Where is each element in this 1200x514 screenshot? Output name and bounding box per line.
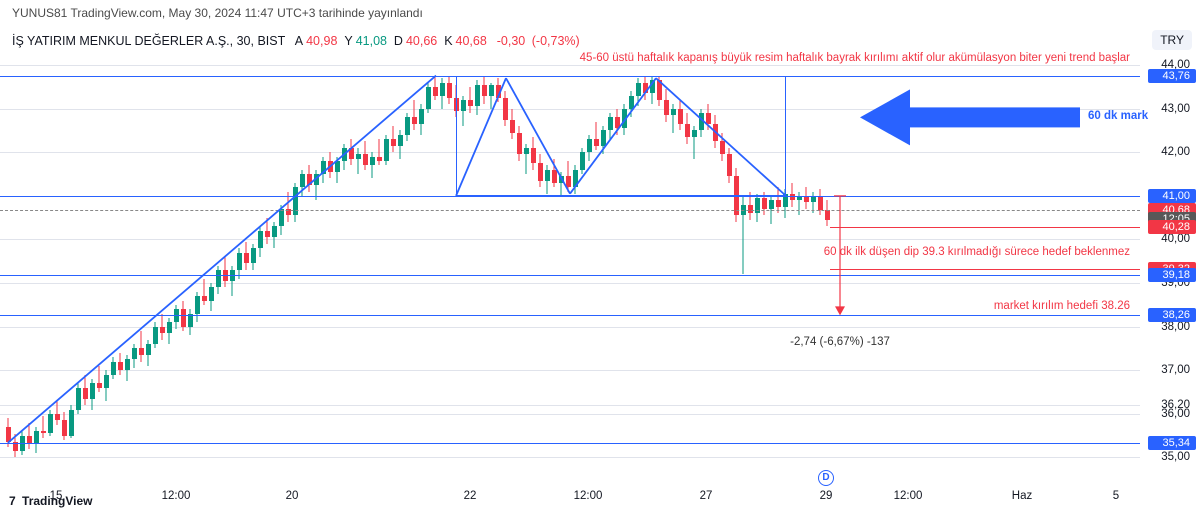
price-label: 43,76	[1148, 69, 1196, 83]
big-arrow-icon	[860, 89, 1080, 145]
change-pct: (-0,73%)	[532, 34, 580, 48]
horizontal-line[interactable]	[830, 269, 1140, 270]
price-label: 40,28	[1148, 220, 1196, 234]
x-tick: 27	[700, 490, 713, 502]
rect-pattern[interactable]	[456, 76, 786, 196]
y-tick: 43,00	[1161, 103, 1190, 115]
chart-annotation[interactable]: market kırılım hedefi 38.26	[994, 300, 1130, 312]
timestamp: May 30, 2024 11:47 UTC+3 tarihinde yayın…	[169, 6, 423, 20]
y-tick: 38,00	[1161, 321, 1190, 333]
horizontal-line[interactable]	[0, 315, 1140, 316]
publisher: YUNUS81	[12, 6, 67, 20]
x-tick: 12:00	[894, 490, 923, 502]
ohlc-k-label: K	[444, 34, 452, 48]
source: TradingView.com	[70, 6, 161, 20]
x-tick: 20	[286, 490, 299, 502]
x-tick: 22	[464, 490, 477, 502]
tradingview-logo-icon: 7	[10, 494, 15, 508]
chart-annotation[interactable]: 60 dk mark	[1088, 110, 1148, 122]
x-tick: 12:00	[574, 490, 603, 502]
y-tick: 36,20	[1161, 399, 1190, 411]
chart-annotation[interactable]: 60 dk ilk düşen dip 39.3 kırılmadığı sür…	[824, 246, 1130, 258]
horizontal-line[interactable]	[830, 227, 1140, 228]
ohlc-k: 40,68	[456, 34, 487, 48]
y-tick: 42,00	[1161, 146, 1190, 158]
y-tick: 40,00	[1161, 233, 1190, 245]
price-label: 38,26	[1148, 308, 1196, 322]
interval[interactable]: 30	[237, 34, 251, 48]
footer-brand[interactable]: 7 TradingView	[10, 494, 93, 508]
ohlc-y: 41,08	[356, 34, 387, 48]
y-tick: 35,00	[1161, 451, 1190, 463]
horizontal-line[interactable]	[0, 210, 1140, 211]
x-axis[interactable]: 1512:00202212:00272912:00Haz5	[0, 490, 1140, 506]
symbol-info: İŞ YATIRIM MENKUL DEĞERLER A.Ş., 30, BIS…	[12, 34, 580, 48]
ohlc-y-label: Y	[344, 34, 352, 48]
horizontal-line[interactable]	[0, 196, 1140, 197]
x-tick: 5	[1113, 490, 1119, 502]
chart-annotation[interactable]: 45-60 üstü haftalık kapanış büyük resim …	[580, 52, 1130, 64]
measure-label: -2,74 (-6,67%) -137	[786, 335, 894, 349]
ohlc-d: 40,66	[406, 34, 437, 48]
ohlc-a: 40,98	[306, 34, 337, 48]
ohlc-d-label: D	[394, 34, 403, 48]
symbol-name[interactable]: İŞ YATIRIM MENKUL DEĞERLER A.Ş.	[12, 34, 230, 48]
chart-area[interactable]: 60 dk mark60 dk ilk düşen dip 39.3 kırıl…	[0, 52, 1140, 488]
horizontal-line[interactable]	[0, 275, 1140, 276]
exchange: BIST	[257, 34, 285, 48]
ohlc-a-label: A	[295, 34, 303, 48]
x-tick: Haz	[1012, 490, 1032, 502]
session-d-marker: D	[818, 470, 834, 486]
y-tick: 37,00	[1161, 364, 1190, 376]
price-label: 41,00	[1148, 189, 1196, 203]
horizontal-line[interactable]	[0, 443, 1140, 444]
y-axis[interactable]: 35,0036,0036,2037,0038,0039,0040,0041,00…	[1142, 52, 1200, 488]
price-label: 35,34	[1148, 436, 1196, 450]
publish-info: YUNUS81 TradingView.com, May 30, 2024 11…	[12, 6, 423, 20]
x-tick: 12:00	[162, 490, 191, 502]
footer-text: TradingView	[22, 494, 92, 508]
price-label: 39,18	[1148, 268, 1196, 282]
x-tick: 29	[820, 490, 833, 502]
currency-badge: TRY	[1152, 30, 1192, 50]
change: -0,30	[497, 34, 526, 48]
